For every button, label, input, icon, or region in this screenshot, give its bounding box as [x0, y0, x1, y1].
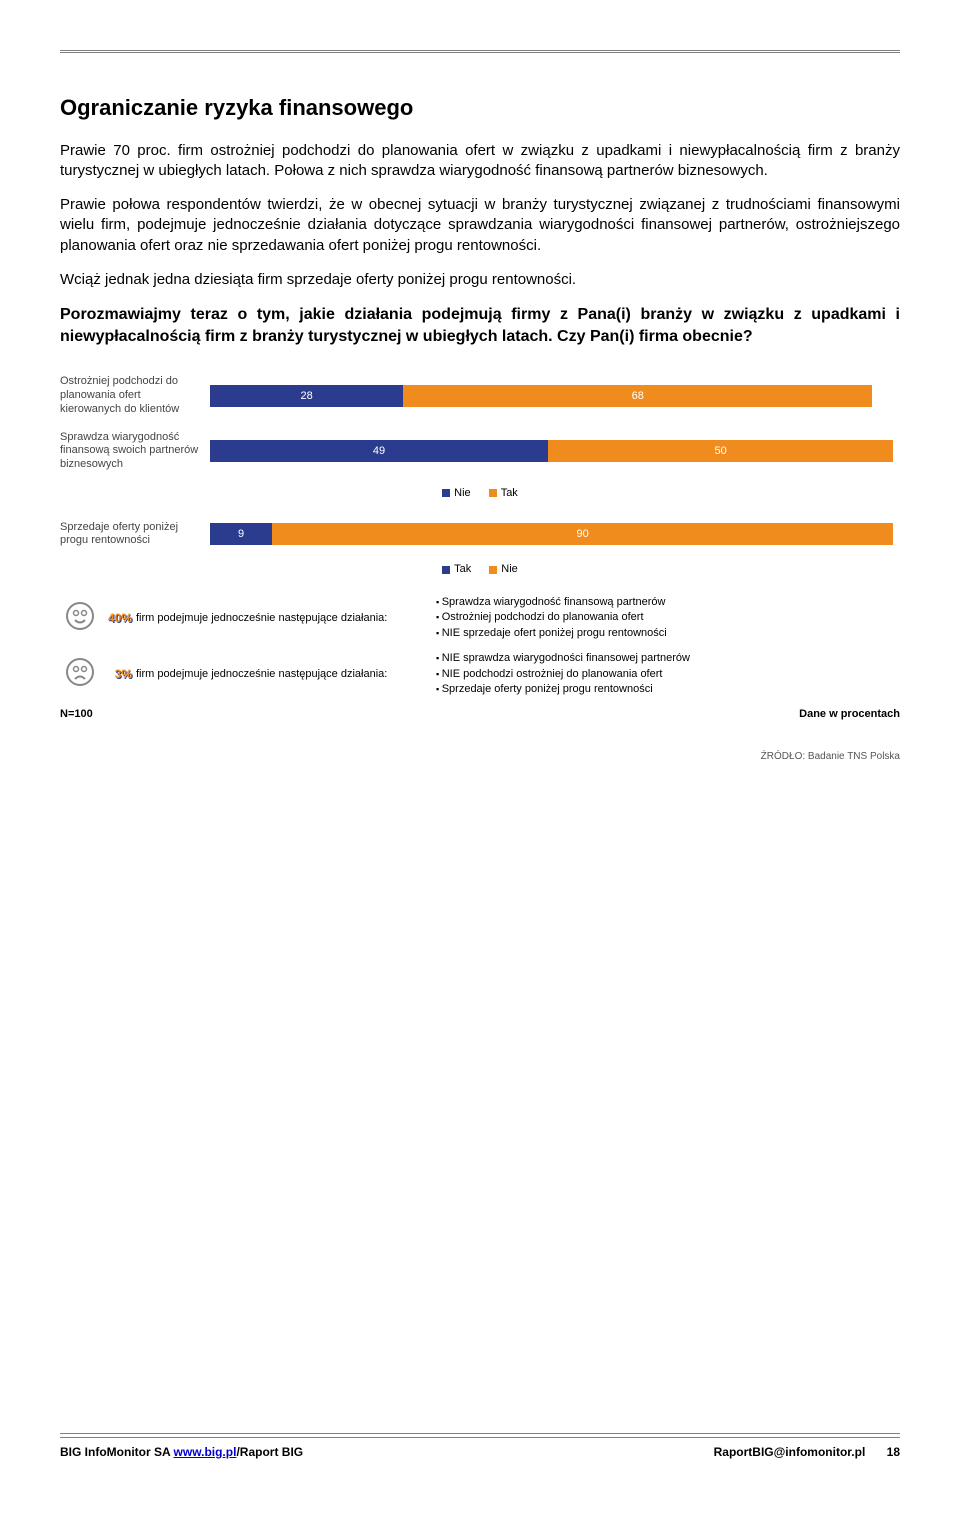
bar-segment-tak: 50	[548, 440, 893, 462]
bullet-item: NIE sprzedaje ofert poniżej progu rentow…	[436, 626, 900, 641]
bar-track: 2868	[210, 385, 900, 407]
smiley-row-happy: 40% firm podejmuje jednocześnie następuj…	[60, 595, 900, 641]
bar-segment-tak: 68	[403, 385, 872, 407]
bullet-item: NIE podchodzi ostrożniej do planowania o…	[436, 667, 900, 682]
legend-label: Nie	[454, 486, 471, 501]
bar-segment-tak: 9	[210, 523, 272, 545]
smiley-bullets: NIE sprawdza wiarygodności finansowej pa…	[436, 651, 900, 697]
legend-swatch	[489, 489, 497, 497]
page-title: Ograniczanie ryzyka finansowego	[60, 93, 900, 123]
smiley-percent: 40%	[100, 610, 132, 626]
page-footer: BIG InfoMonitor SA www.big.pl/Raport BIG…	[60, 1433, 900, 1460]
legend-swatch	[442, 489, 450, 497]
chart-1-legend: Nie Tak	[60, 486, 900, 501]
legend-item-nie: Nie	[489, 562, 518, 577]
smiley-summary: 40% firm podejmuje jednocześnie następuj…	[60, 595, 900, 697]
legend-label: Nie	[501, 562, 518, 577]
bullet-item: Sprawdza wiarygodność finansową partneró…	[436, 595, 900, 610]
legend-label: Tak	[501, 486, 518, 501]
footer-link[interactable]: www.big.pl	[174, 1445, 237, 1459]
legend-item-tak: Tak	[489, 486, 518, 501]
bar-label: Sprzedaje oferty poniżej progu rentownoś…	[60, 521, 210, 549]
smiley-desc: firm podejmuje jednocześnie następujące …	[136, 667, 436, 682]
smiley-percent: 3%	[100, 666, 132, 682]
chart-footer-row: N=100 Dane w procentach	[60, 707, 900, 722]
smiley-bullets: Sprawdza wiarygodność finansową partneró…	[436, 595, 900, 641]
bullet-item: Ostrożniej podchodzi do planowania ofert	[436, 610, 900, 625]
bar-segment-nie: 90	[272, 523, 893, 545]
legend-label: Tak	[454, 562, 471, 577]
page-number: 18	[887, 1445, 900, 1459]
percent-label: Dane w procentach	[799, 707, 900, 722]
bar-row: Sprzedaje oferty poniżej progu rentownoś…	[60, 521, 900, 549]
chart-2-legend: Tak Nie	[60, 562, 900, 577]
chart-1: Ostrożniej podchodzi do planowania ofert…	[60, 375, 900, 472]
paragraph-2: Prawie połowa respondentów twierdzi, że …	[60, 195, 900, 256]
legend-swatch	[489, 566, 497, 574]
paragraph-3: Wciąż jednak jedna dziesiąta firm sprzed…	[60, 270, 900, 290]
footer-left: BIG InfoMonitor SA www.big.pl/Raport BIG	[60, 1444, 303, 1460]
footer-company: BIG InfoMonitor SA	[60, 1445, 174, 1459]
top-rule	[60, 50, 900, 53]
bar-segment-nie: 49	[210, 440, 548, 462]
legend-item-nie: Nie	[442, 486, 471, 501]
bar-segment-nie: 28	[210, 385, 403, 407]
bar-label: Sprawdza wiarygodność finansową swoich p…	[60, 431, 210, 472]
footer-report: /Raport BIG	[236, 1445, 303, 1459]
happy-face-icon	[60, 601, 100, 636]
smiley-desc: firm podejmuje jednocześnie następujące …	[136, 611, 436, 626]
paragraph-1: Prawie 70 proc. firm ostrożniej podchodz…	[60, 141, 900, 182]
chart-2: Sprzedaje oferty poniżej progu rentownoś…	[60, 521, 900, 549]
bar-label: Ostrożniej podchodzi do planowania ofert…	[60, 375, 210, 416]
footer-email: RaportBIG@infomonitor.pl	[714, 1445, 866, 1459]
bar-track: 990	[210, 523, 900, 545]
bar-row: Sprawdza wiarygodność finansową swoich p…	[60, 431, 900, 472]
question-text: Porozmawiajmy teraz o tym, jakie działan…	[60, 304, 900, 347]
bullet-item: NIE sprawdza wiarygodności finansowej pa…	[436, 651, 900, 666]
bullet-item: Sprzedaje oferty poniżej progu rentownoś…	[436, 682, 900, 697]
source-text: ŹRÓDŁO: Badanie TNS Polska	[60, 750, 900, 764]
n-label: N=100	[60, 707, 93, 722]
legend-item-tak: Tak	[442, 562, 471, 577]
smiley-row-sad: 3% firm podejmuje jednocześnie następują…	[60, 651, 900, 697]
bar-row: Ostrożniej podchodzi do planowania ofert…	[60, 375, 900, 416]
sad-face-icon	[60, 657, 100, 692]
footer-right: RaportBIG@infomonitor.pl 18	[714, 1444, 900, 1460]
page: Ograniczanie ryzyka finansowego Prawie 7…	[0, 0, 960, 1480]
bar-track: 4950	[210, 440, 900, 462]
legend-swatch	[442, 566, 450, 574]
